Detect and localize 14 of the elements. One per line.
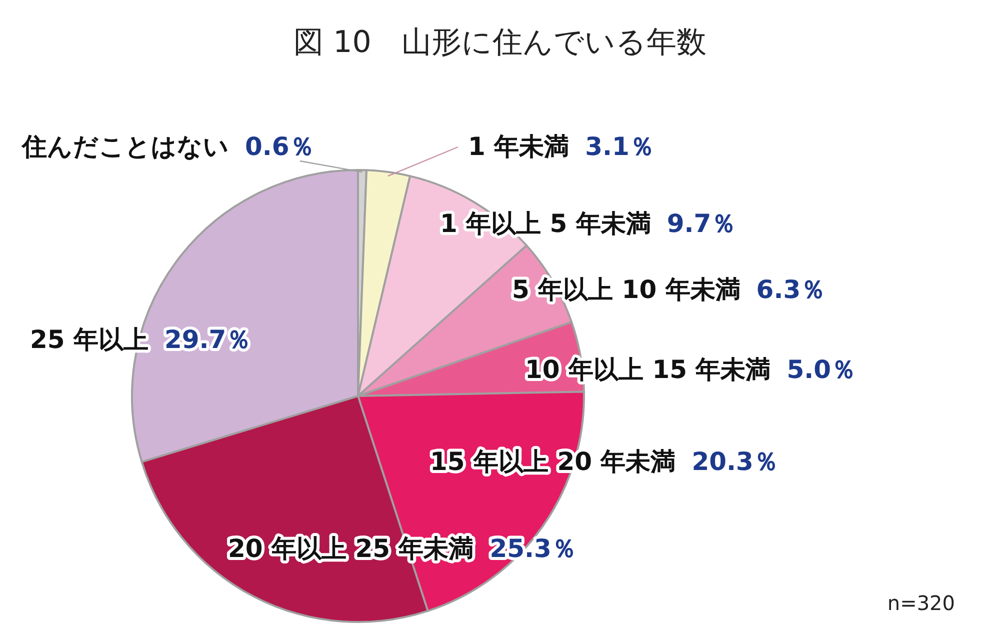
text: n=320 (887, 591, 955, 615)
data-label: 3.1％ (585, 132, 654, 161)
data-label: 9.7％ (666, 209, 736, 238)
data-label: 5.0％ (786, 355, 856, 384)
slice-label: 25 年以上 (30, 325, 148, 354)
data-label: 0.6％ (245, 132, 314, 161)
slice-label: 1 年未満 (468, 132, 570, 161)
data-label: 6.3％ (756, 275, 826, 304)
slice-label: 5 年以上 10 年未満 (512, 275, 740, 304)
slice-label: 住んだことはない (21, 132, 229, 161)
slice-label: 1 年以上 5 年未満 (440, 209, 651, 238)
data-label: 29.7％ (164, 325, 252, 354)
data-label: 20.3％ (692, 447, 778, 476)
chart-title: 図 10 山形に住んでいる年数 (294, 25, 706, 60)
